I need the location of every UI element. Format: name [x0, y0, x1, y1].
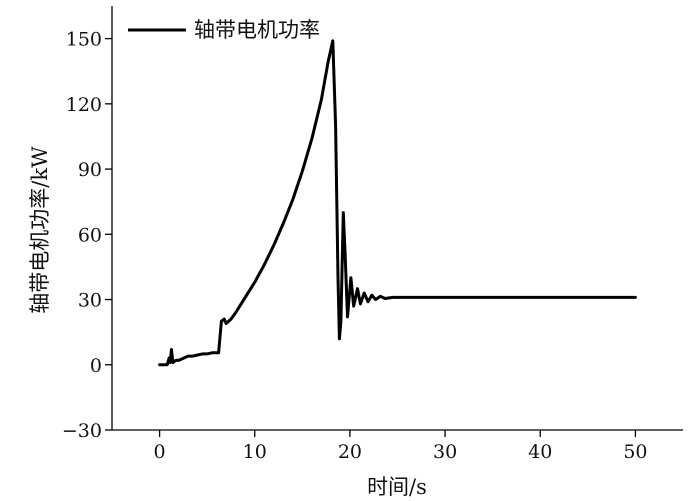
x-tick-label: 0: [154, 441, 166, 463]
x-tick-label: 40: [528, 441, 552, 463]
x-tick-label: 20: [338, 441, 362, 463]
y-axis-ticks: −30 0 30 60 90 120 150: [62, 29, 112, 442]
y-tick-label: 60: [78, 224, 102, 246]
legend: 轴带电机功率: [128, 18, 320, 42]
y-tick-label: 0: [90, 355, 102, 377]
y-axis-title: 轴带电机功率/kW: [28, 146, 52, 314]
y-tick-label: 90: [78, 159, 102, 181]
y-tick-label: 30: [78, 290, 102, 312]
y-tick-label: 120: [66, 94, 102, 116]
x-axis-title: 时间/s: [367, 475, 427, 499]
y-tick-label: −30: [62, 420, 102, 442]
y-tick-label: 150: [66, 29, 102, 51]
series-line-shaft-motor-power: [158, 39, 637, 367]
x-tick-label: 30: [433, 441, 457, 463]
x-tick-label: 10: [243, 441, 267, 463]
x-axis-ticks: 0 10 20 30 40 50: [154, 430, 648, 463]
legend-label: 轴带电机功率: [194, 18, 320, 42]
x-tick-label: 50: [623, 441, 647, 463]
